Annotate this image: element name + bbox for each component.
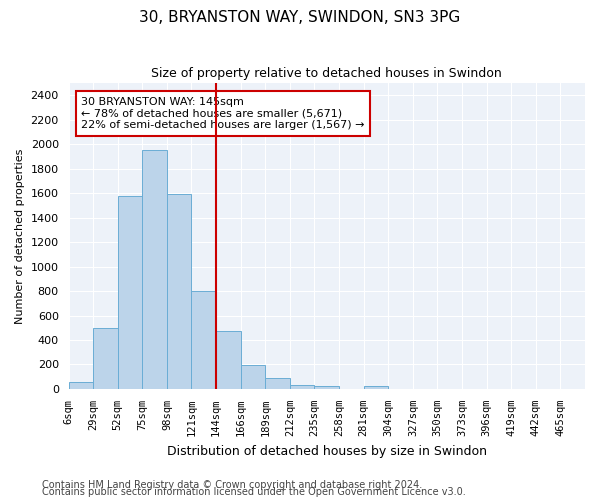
Bar bbox=[314, 386, 339, 389]
Bar bbox=[68, 382, 93, 389]
Text: 30 BRYANSTON WAY: 145sqm
← 78% of detached houses are smaller (5,671)
22% of sem: 30 BRYANSTON WAY: 145sqm ← 78% of detach… bbox=[82, 97, 365, 130]
X-axis label: Distribution of detached houses by size in Swindon: Distribution of detached houses by size … bbox=[167, 444, 487, 458]
Title: Size of property relative to detached houses in Swindon: Size of property relative to detached ho… bbox=[151, 68, 502, 80]
Y-axis label: Number of detached properties: Number of detached properties bbox=[15, 148, 25, 324]
Bar bbox=[93, 328, 118, 389]
Bar bbox=[118, 196, 142, 389]
Text: Contains HM Land Registry data © Crown copyright and database right 2024.: Contains HM Land Registry data © Crown c… bbox=[42, 480, 422, 490]
Bar bbox=[191, 291, 216, 389]
Bar bbox=[265, 378, 290, 389]
Text: 30, BRYANSTON WAY, SWINDON, SN3 3PG: 30, BRYANSTON WAY, SWINDON, SN3 3PG bbox=[139, 10, 461, 25]
Bar bbox=[216, 331, 241, 389]
Bar bbox=[142, 150, 167, 389]
Bar bbox=[290, 384, 314, 389]
Bar bbox=[167, 194, 191, 389]
Bar bbox=[364, 386, 388, 389]
Bar bbox=[241, 365, 265, 389]
Text: Contains public sector information licensed under the Open Government Licence v3: Contains public sector information licen… bbox=[42, 487, 466, 497]
